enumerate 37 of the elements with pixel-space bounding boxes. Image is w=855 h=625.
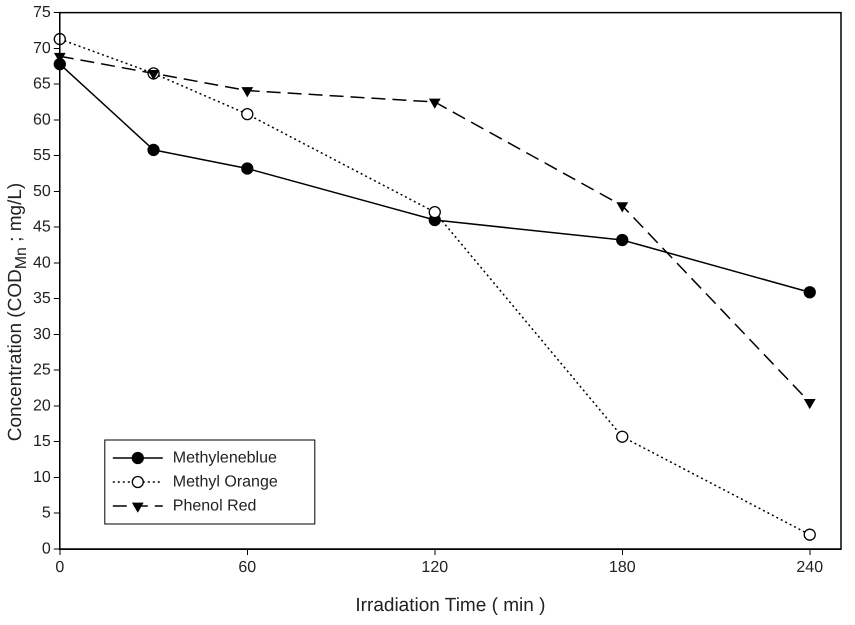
- x-tick-label: 60: [238, 559, 256, 576]
- x-tick-label: 180: [608, 559, 636, 576]
- y-tick-label: 40: [33, 254, 51, 272]
- point: [242, 87, 253, 97]
- y-tick-label: 45: [33, 218, 51, 236]
- point: [804, 398, 816, 409]
- x-tick-label: 240: [796, 559, 824, 576]
- point: [241, 108, 254, 120]
- y-tick-label: 20: [33, 397, 51, 414]
- point: [428, 206, 441, 218]
- y-tick-label: 15: [33, 433, 51, 450]
- x-axis-title: Irradiation Time ( min ): [355, 594, 546, 616]
- y-tick-label: 25: [33, 362, 51, 379]
- point: [616, 202, 628, 212]
- y-tick-label: 10: [33, 468, 51, 486]
- point: [429, 98, 440, 108]
- legend-label: Methyl Orange: [172, 473, 278, 490]
- point: [804, 286, 816, 298]
- y-tick-label: 55: [33, 147, 51, 164]
- y-tick-label: 60: [33, 111, 51, 128]
- point: [616, 430, 628, 443]
- y-tick-label: 0: [42, 540, 51, 558]
- y-tick-label: 75: [33, 4, 51, 22]
- point: [804, 528, 816, 541]
- x-tick-label: 120: [421, 559, 448, 576]
- point: [616, 234, 628, 246]
- point: [147, 144, 160, 156]
- legend-label: Methyleneblue: [172, 449, 277, 466]
- y-tick-label: 70: [33, 40, 51, 57]
- y-tick-label: 30: [33, 326, 51, 343]
- legend-label: Phenol Red: [172, 497, 256, 514]
- y-tick-label: 50: [33, 182, 51, 200]
- x-tick-label: 0: [55, 559, 64, 576]
- y-tick-label: 65: [33, 76, 51, 93]
- point: [241, 162, 254, 175]
- y-tick-label: 35: [33, 290, 51, 308]
- y-tick-label: 5: [42, 504, 51, 522]
